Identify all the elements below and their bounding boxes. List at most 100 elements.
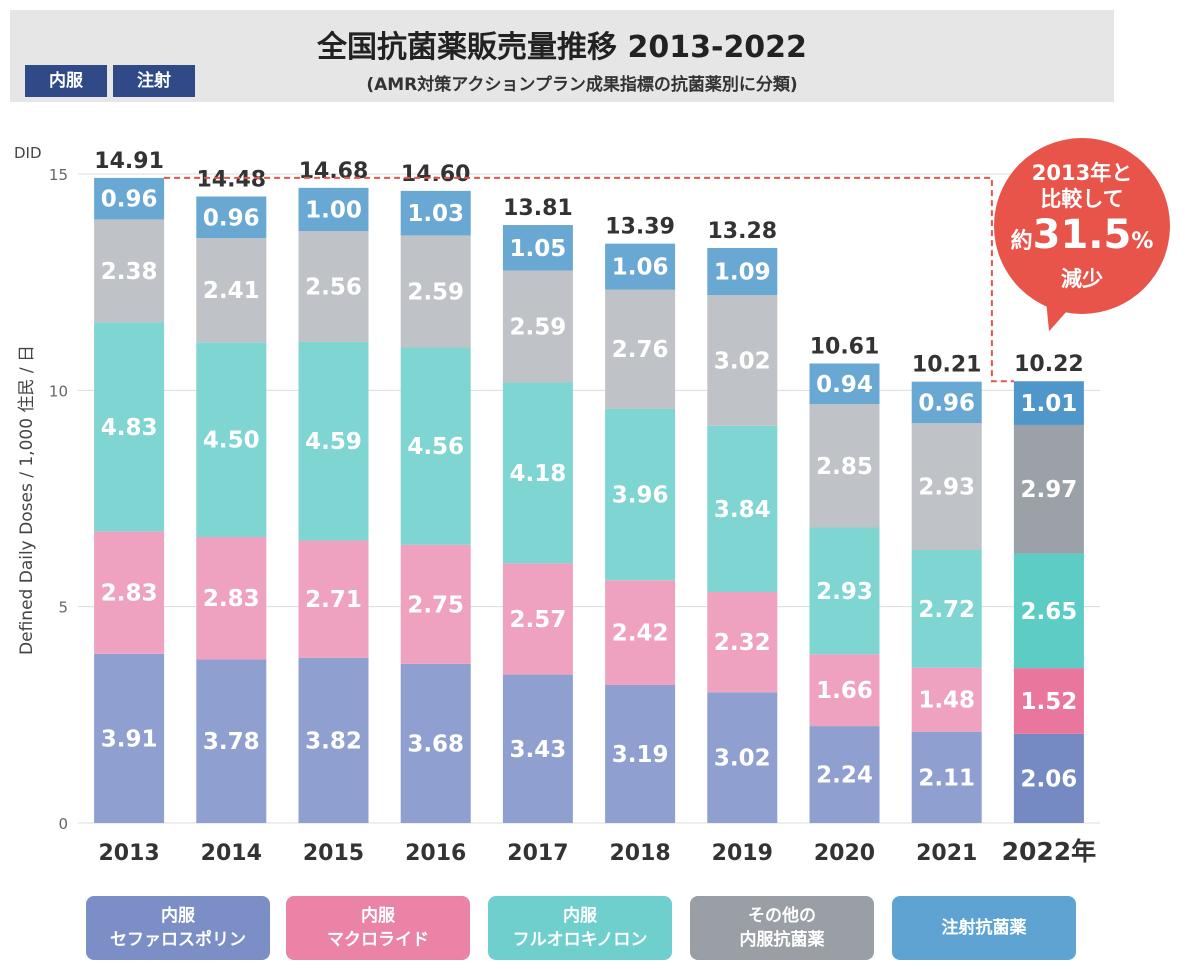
data-label: 4.83 [101,415,158,441]
legend-label-line1: 内服 [563,906,597,926]
bar-segment [196,659,267,823]
data-label: 2.65 [1021,599,1078,625]
data-label: 2.59 [510,315,567,341]
bar-segment [911,667,982,732]
legend-cephalosporin: 内服 セファロスポリン [86,896,270,960]
data-label: 2.72 [918,597,975,623]
x-tick-label: 2022年 [1002,837,1097,866]
legend-fluoroquinolone: 内服 フルオロキノロン [488,896,672,960]
total-label: 10.22 [1014,352,1084,377]
x-tick-label: 2020 [814,841,875,866]
bar-segment [400,190,471,236]
bar-segment [196,537,267,660]
bar-segment [298,341,369,541]
bar-segment [196,196,267,239]
legend-label-line1: 注射抗菌薬 [941,918,1027,938]
bar-segment [1013,733,1084,823]
bar-segment [196,342,267,538]
y-tick-label: 15 [49,166,68,184]
data-label: 2.41 [203,278,260,304]
chart-title: 全国抗菌薬販売量推移 2013-2022 [317,30,807,65]
bar-segment [707,591,778,693]
data-label: 3.19 [612,742,669,768]
bar-segment [707,295,778,426]
x-tick-label: 2017 [507,841,568,866]
data-label: 2.83 [203,586,260,612]
data-label: 3.78 [203,729,260,755]
total-label: 14.60 [401,162,471,187]
bar-segment [809,363,880,405]
bar-segment [707,425,778,592]
callout-line1: 2013年と [1031,161,1133,185]
data-label: 2.85 [816,454,873,480]
bar-segment [502,674,573,823]
data-label: 0.96 [203,205,260,231]
data-label: 2.56 [305,274,362,300]
x-tick-label: 2015 [303,841,364,866]
total-label: 14.68 [299,159,369,184]
total-label: 13.81 [503,196,573,221]
data-label: 1.00 [305,197,362,223]
y-unit-label: DID [14,144,42,162]
callout-line4: 減少 [1061,267,1103,291]
legend-label-line2: セファロスポリン [110,930,246,950]
callout-value-line: 約31.5% [994,212,1170,266]
data-label: 2.11 [918,765,975,791]
legend-label-line1: その他の [748,906,816,926]
data-label: 1.05 [510,236,567,262]
bar-segment [400,235,471,348]
badge-oral: 内服 [25,65,107,97]
x-tick-label: 2018 [609,841,670,866]
bar-segment [400,544,471,664]
data-label: 0.96 [101,187,158,213]
bar-segment [94,177,165,220]
y-tick-label: 10 [49,382,68,400]
data-label: 0.94 [816,372,873,398]
callout-unit: % [1131,229,1154,254]
data-label: 2.42 [612,621,669,647]
data-label: 0.96 [918,390,975,416]
legend-other-oral: その他の 内服抗菌薬 [690,896,874,960]
callout-prefix: 約 [1010,229,1033,254]
bar-segment [707,692,778,823]
data-label: 3.43 [510,737,567,763]
stacked-bar-chart: 0 5 10 15 DID Defined Daily Doses / 1,000 住民 … [14,144,1100,866]
header-panel: 全国抗菌薬販売量推移 2013-2022 内服 注射 (AMR対策アクションプラ… [10,10,1114,102]
data-label: 1.09 [714,260,771,286]
reference-dashed-line [164,176,1014,383]
data-label: 2.71 [305,587,362,613]
bar-segment [94,653,165,823]
bar-segment [911,381,982,424]
data-label: 4.18 [510,461,567,487]
data-label: 3.91 [101,726,158,752]
chart-subtitle: (AMR対策アクションプラン成果指標の抗菌薬別に分類) [366,75,798,95]
bar-segment [94,531,165,654]
bar-segment [196,238,267,343]
bar-segment [298,187,369,232]
y-axis-label: Defined Daily Doses / 1,000 住民 / 日 [17,345,37,655]
bar-segment [400,663,471,823]
bar-segment [1013,553,1084,669]
data-label: 1.52 [1021,689,1078,715]
data-label: 2.83 [101,581,158,607]
legend-macrolide: 内服 マクロライド [286,896,470,960]
data-label: 4.59 [305,429,362,455]
data-label: 2.76 [612,337,669,363]
bar-segment [298,231,369,342]
legend-label-line2: 内服抗菌薬 [739,930,825,950]
badge-injection: 注射 [113,65,195,97]
data-label: 2.32 [714,630,771,656]
data-label: 2.97 [1021,477,1078,503]
total-label: 13.28 [708,219,778,244]
legend-injection: 注射抗菌薬 [892,896,1076,960]
callout-value: 31.5 [1032,212,1132,258]
bar-segment [94,219,165,323]
bar-segment [911,731,982,823]
legend-label-line1: 内服 [361,906,395,926]
total-label: 13.39 [605,215,675,240]
total-label: 14.48 [197,167,267,192]
data-label: 2.57 [510,607,567,633]
total-label: 10.61 [810,335,880,360]
bar-segment [502,270,573,383]
reduction-callout: 2013年と 比較して 約31.5% 減少 [994,138,1170,314]
